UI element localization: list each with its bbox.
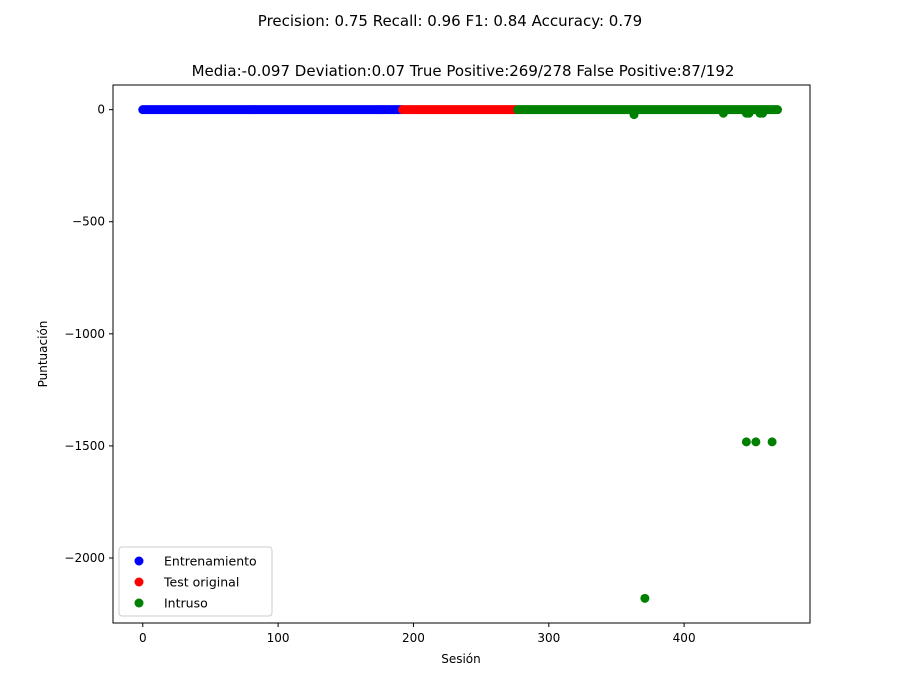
data-point (629, 110, 639, 120)
chart-legend: Entrenamiento Test original Intruso (118, 546, 273, 617)
data-point (744, 108, 754, 118)
data-point (640, 593, 650, 603)
x-tick-label: 0 (139, 631, 147, 645)
y-tick-label: 0 (97, 103, 105, 117)
x-tick-label: 100 (267, 631, 290, 645)
y-tick-label: −1000 (64, 327, 105, 341)
y-tick-label: −500 (72, 215, 105, 229)
y-axis-ticks: 0 −500 −1000 −1500 −2000 (64, 103, 113, 565)
plot-area-frame (112, 84, 811, 624)
data-point (773, 105, 783, 115)
y-tick-label: −2000 (64, 551, 105, 565)
series-2 (513, 105, 783, 603)
data-point (718, 108, 728, 118)
plot-points (138, 105, 783, 603)
series-1 (398, 105, 521, 115)
legend-label: Intruso (164, 596, 208, 611)
legend-marker (134, 577, 144, 587)
data-point (741, 437, 751, 447)
series-0 (138, 105, 406, 115)
data-point (767, 437, 777, 447)
x-tick-label: 400 (673, 631, 696, 645)
x-axis-ticks: 0 100 200 300 400 (139, 623, 696, 645)
x-tick-label: 200 (402, 631, 425, 645)
legend-label: Entrenamiento (164, 554, 257, 569)
legend-marker (134, 598, 144, 608)
legend-item: Intruso (134, 596, 208, 611)
x-axis-label: Sesión (441, 652, 481, 666)
legend-marker (134, 556, 144, 566)
data-point (751, 437, 761, 447)
chart-title: Media:-0.097 Deviation:0.07 True Positiv… (192, 62, 735, 80)
legend-frame (118, 546, 273, 617)
legend-item: Entrenamiento (134, 554, 257, 569)
legend-label: Test original (163, 575, 239, 590)
y-tick-label: −1500 (64, 439, 105, 453)
y-axis-label: Puntuación (36, 321, 50, 388)
data-point (758, 108, 768, 118)
legend-item: Test original (134, 575, 239, 590)
x-tick-label: 300 (537, 631, 560, 645)
chart-suptitle: Precision: 0.75 Recall: 0.96 F1: 0.84 Ac… (258, 12, 642, 30)
